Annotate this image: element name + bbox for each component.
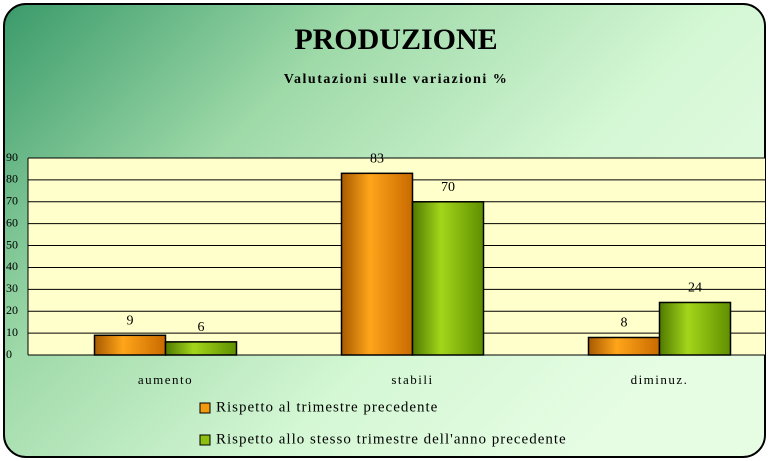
y-tick-label: 60: [6, 215, 18, 229]
bar: [411, 201, 485, 356]
bar: [340, 172, 414, 356]
y-tick-label: 0: [6, 347, 12, 361]
y-tick-label: 70: [6, 194, 18, 208]
legend-label: Rispetto al trimestre precedente: [216, 399, 438, 415]
y-tick-label: 30: [6, 281, 18, 295]
bar: [93, 334, 167, 356]
data-label: 24: [688, 281, 702, 296]
x-tick-label: aumento: [138, 372, 193, 387]
x-tick-label: stabili: [391, 372, 433, 387]
legend-label: Rispetto allo stesso trimestre dell'anno…: [216, 431, 567, 447]
legend-swatch: [199, 434, 211, 446]
chart-subtitle: Valutazioni sulle variazioni %: [284, 72, 509, 87]
y-tick-label: 10: [6, 325, 18, 339]
y-tick-label: 90: [6, 150, 18, 164]
y-tick-label: 80: [6, 172, 18, 186]
data-label: 83: [370, 152, 384, 167]
bar: [587, 336, 661, 356]
bar: [658, 301, 732, 356]
legend-swatch: [199, 402, 211, 414]
data-label: 70: [441, 180, 455, 195]
y-tick-label: 40: [6, 259, 18, 273]
x-tick-label: diminuz.: [631, 372, 689, 387]
chart-title: PRODUZIONE: [294, 23, 497, 56]
bar: [164, 341, 238, 356]
y-tick-label: 20: [6, 303, 18, 317]
y-tick-label: 50: [6, 237, 18, 251]
data-label: 9: [127, 314, 134, 329]
data-label: 8: [621, 316, 628, 331]
data-label: 6: [198, 320, 205, 335]
